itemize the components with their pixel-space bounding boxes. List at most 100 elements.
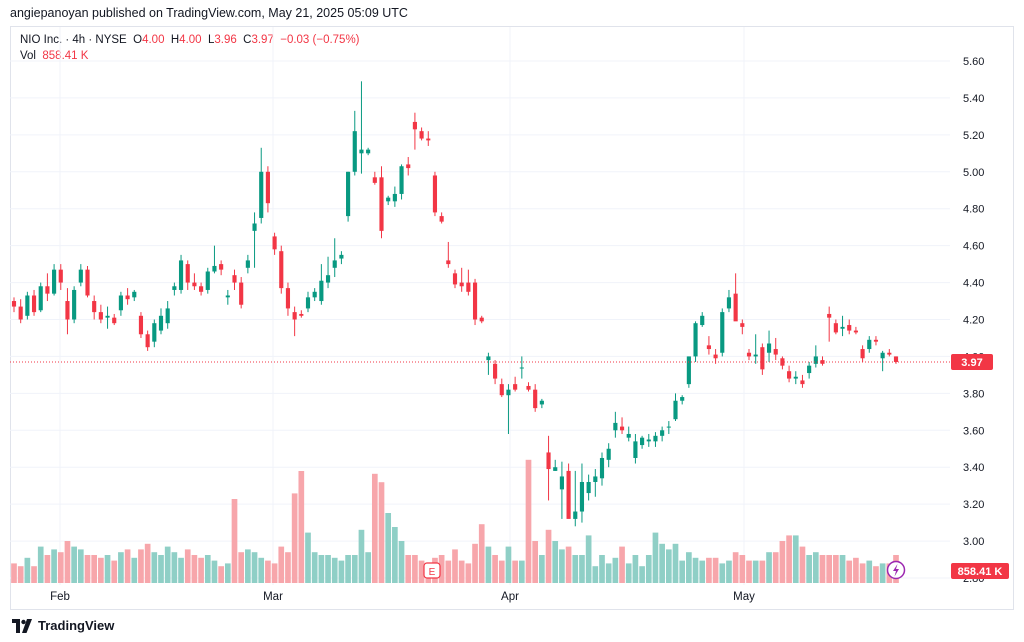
candle-body[interactable] xyxy=(733,293,738,322)
candle-body[interactable] xyxy=(472,282,478,320)
candle-body[interactable] xyxy=(873,339,879,342)
candle-body[interactable] xyxy=(780,358,785,366)
candle-body[interactable] xyxy=(259,171,264,218)
candle-body[interactable] xyxy=(686,356,691,385)
candle-body[interactable] xyxy=(346,171,351,217)
candle-body[interactable] xyxy=(813,356,818,364)
candle-body[interactable] xyxy=(192,282,197,287)
candle-body[interactable] xyxy=(793,376,798,379)
candle-body[interactable] xyxy=(720,312,725,353)
candle-body[interactable] xyxy=(459,282,464,287)
candle-body[interactable] xyxy=(158,315,164,331)
candle-body[interactable] xyxy=(513,384,518,390)
candle-body[interactable] xyxy=(325,275,331,283)
candle-body[interactable] xyxy=(332,260,337,268)
candle-body[interactable] xyxy=(31,295,37,313)
candle-body[interactable] xyxy=(740,323,745,327)
candle-body[interactable] xyxy=(787,371,792,379)
candle-body[interactable] xyxy=(613,422,618,431)
candle-body[interactable] xyxy=(827,313,832,318)
candle-body[interactable] xyxy=(766,343,772,353)
candle-body[interactable] xyxy=(493,363,498,379)
candle-body[interactable] xyxy=(880,352,885,359)
candle-body[interactable] xyxy=(172,286,177,290)
candle-body[interactable] xyxy=(78,269,83,283)
candle-body[interactable] xyxy=(366,149,371,154)
candle-body[interactable] xyxy=(833,323,838,333)
candle-body[interactable] xyxy=(640,437,645,446)
candle-body[interactable] xyxy=(633,441,638,458)
candle-body[interactable] xyxy=(586,481,591,494)
candle-body[interactable] xyxy=(452,273,458,285)
candle-body[interactable] xyxy=(178,260,184,290)
candle-body[interactable] xyxy=(52,269,57,294)
candle-body[interactable] xyxy=(292,312,297,320)
candle-body[interactable] xyxy=(72,289,77,320)
candle-body[interactable] xyxy=(92,301,97,313)
candle-body[interactable] xyxy=(680,397,685,401)
candle-body[interactable] xyxy=(152,323,157,342)
candle-body[interactable] xyxy=(660,430,665,436)
candle-body[interactable] xyxy=(760,347,765,370)
lightning-icon[interactable] xyxy=(886,560,906,580)
candle-body[interactable] xyxy=(713,354,718,359)
candle-body[interactable] xyxy=(285,288,291,309)
candle-body[interactable] xyxy=(653,435,658,442)
candle-body[interactable] xyxy=(666,426,671,428)
candle-body[interactable] xyxy=(773,349,778,355)
candle-body[interactable] xyxy=(225,295,230,298)
candle-body[interactable] xyxy=(145,334,150,348)
candle-body[interactable] xyxy=(372,177,377,183)
candle-body[interactable] xyxy=(646,439,651,442)
candle-body[interactable] xyxy=(312,291,317,298)
candle-body[interactable] xyxy=(359,149,364,154)
candle-body[interactable] xyxy=(279,251,284,289)
candle-body[interactable] xyxy=(847,325,852,331)
candle-body[interactable] xyxy=(379,177,384,231)
candle-body[interactable] xyxy=(299,313,304,316)
candle-body[interactable] xyxy=(526,385,531,390)
candle-body[interactable] xyxy=(265,171,270,204)
candle-body[interactable] xyxy=(118,295,123,311)
candle-body[interactable] xyxy=(673,400,678,420)
candle-body[interactable] xyxy=(412,121,417,130)
candle-body[interactable] xyxy=(546,452,551,470)
candle-body[interactable] xyxy=(606,448,611,460)
candle-body[interactable] xyxy=(252,223,257,231)
candle-body[interactable] xyxy=(105,315,110,318)
candle-body[interactable] xyxy=(112,317,117,324)
candle-body[interactable] xyxy=(626,433,631,438)
footer-brand[interactable]: TradingView xyxy=(12,618,114,633)
candle-body[interactable] xyxy=(138,315,144,335)
candle-body[interactable] xyxy=(479,317,484,322)
candle-body[interactable] xyxy=(245,260,250,268)
candle-body[interactable] xyxy=(566,470,571,519)
candle-body[interactable] xyxy=(132,291,137,298)
candle-body[interactable] xyxy=(11,301,17,307)
candle-body[interactable] xyxy=(893,356,899,362)
candle-body[interactable] xyxy=(820,360,825,364)
candle-body[interactable] xyxy=(700,315,705,326)
candle-body[interactable] xyxy=(85,269,90,296)
candle-body[interactable] xyxy=(573,511,578,519)
candle-body[interactable] xyxy=(887,352,892,355)
candle-body[interactable] xyxy=(339,254,344,259)
candle-body[interactable] xyxy=(486,356,491,361)
earnings-marker[interactable]: E xyxy=(423,562,441,579)
candle-body[interactable] xyxy=(185,264,190,283)
candle-body[interactable] xyxy=(58,269,63,283)
candle-body[interactable] xyxy=(439,216,444,222)
candle-body[interactable] xyxy=(45,286,50,294)
candle-body[interactable] xyxy=(232,275,237,283)
candle-body[interactable] xyxy=(867,339,872,350)
candle-body[interactable] xyxy=(619,426,625,431)
candle-body[interactable] xyxy=(539,400,544,405)
candle-body[interactable] xyxy=(392,193,397,202)
candle-body[interactable] xyxy=(165,308,170,324)
symbol-title[interactable]: NIO Inc. · 4h · NYSE xyxy=(20,34,127,46)
candle-body[interactable] xyxy=(38,286,43,311)
candle-body[interactable] xyxy=(499,384,504,396)
candle-body[interactable] xyxy=(386,197,391,202)
candle-body[interactable] xyxy=(212,265,217,272)
